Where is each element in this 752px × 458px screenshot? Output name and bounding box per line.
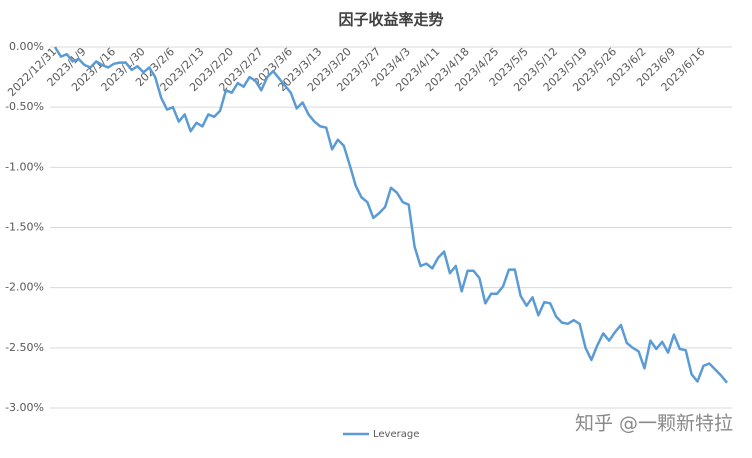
line-series	[53, 46, 728, 384]
y-tick-label: -2.00%	[5, 281, 44, 294]
legend-label: Leverage	[373, 429, 419, 440]
y-tick-label: -1.50%	[5, 221, 44, 234]
y-tick-label: 0.00%	[9, 40, 44, 53]
y-tick-label: -1.00%	[5, 160, 44, 173]
y-tick-label: -2.50%	[5, 341, 44, 354]
watermark: 知乎 @一颗新特拉	[575, 413, 733, 435]
y-tick-label: -0.50%	[5, 100, 44, 113]
y-tick-label: -3.00%	[5, 401, 44, 414]
chart-title: 因子收益率走势	[338, 11, 443, 29]
